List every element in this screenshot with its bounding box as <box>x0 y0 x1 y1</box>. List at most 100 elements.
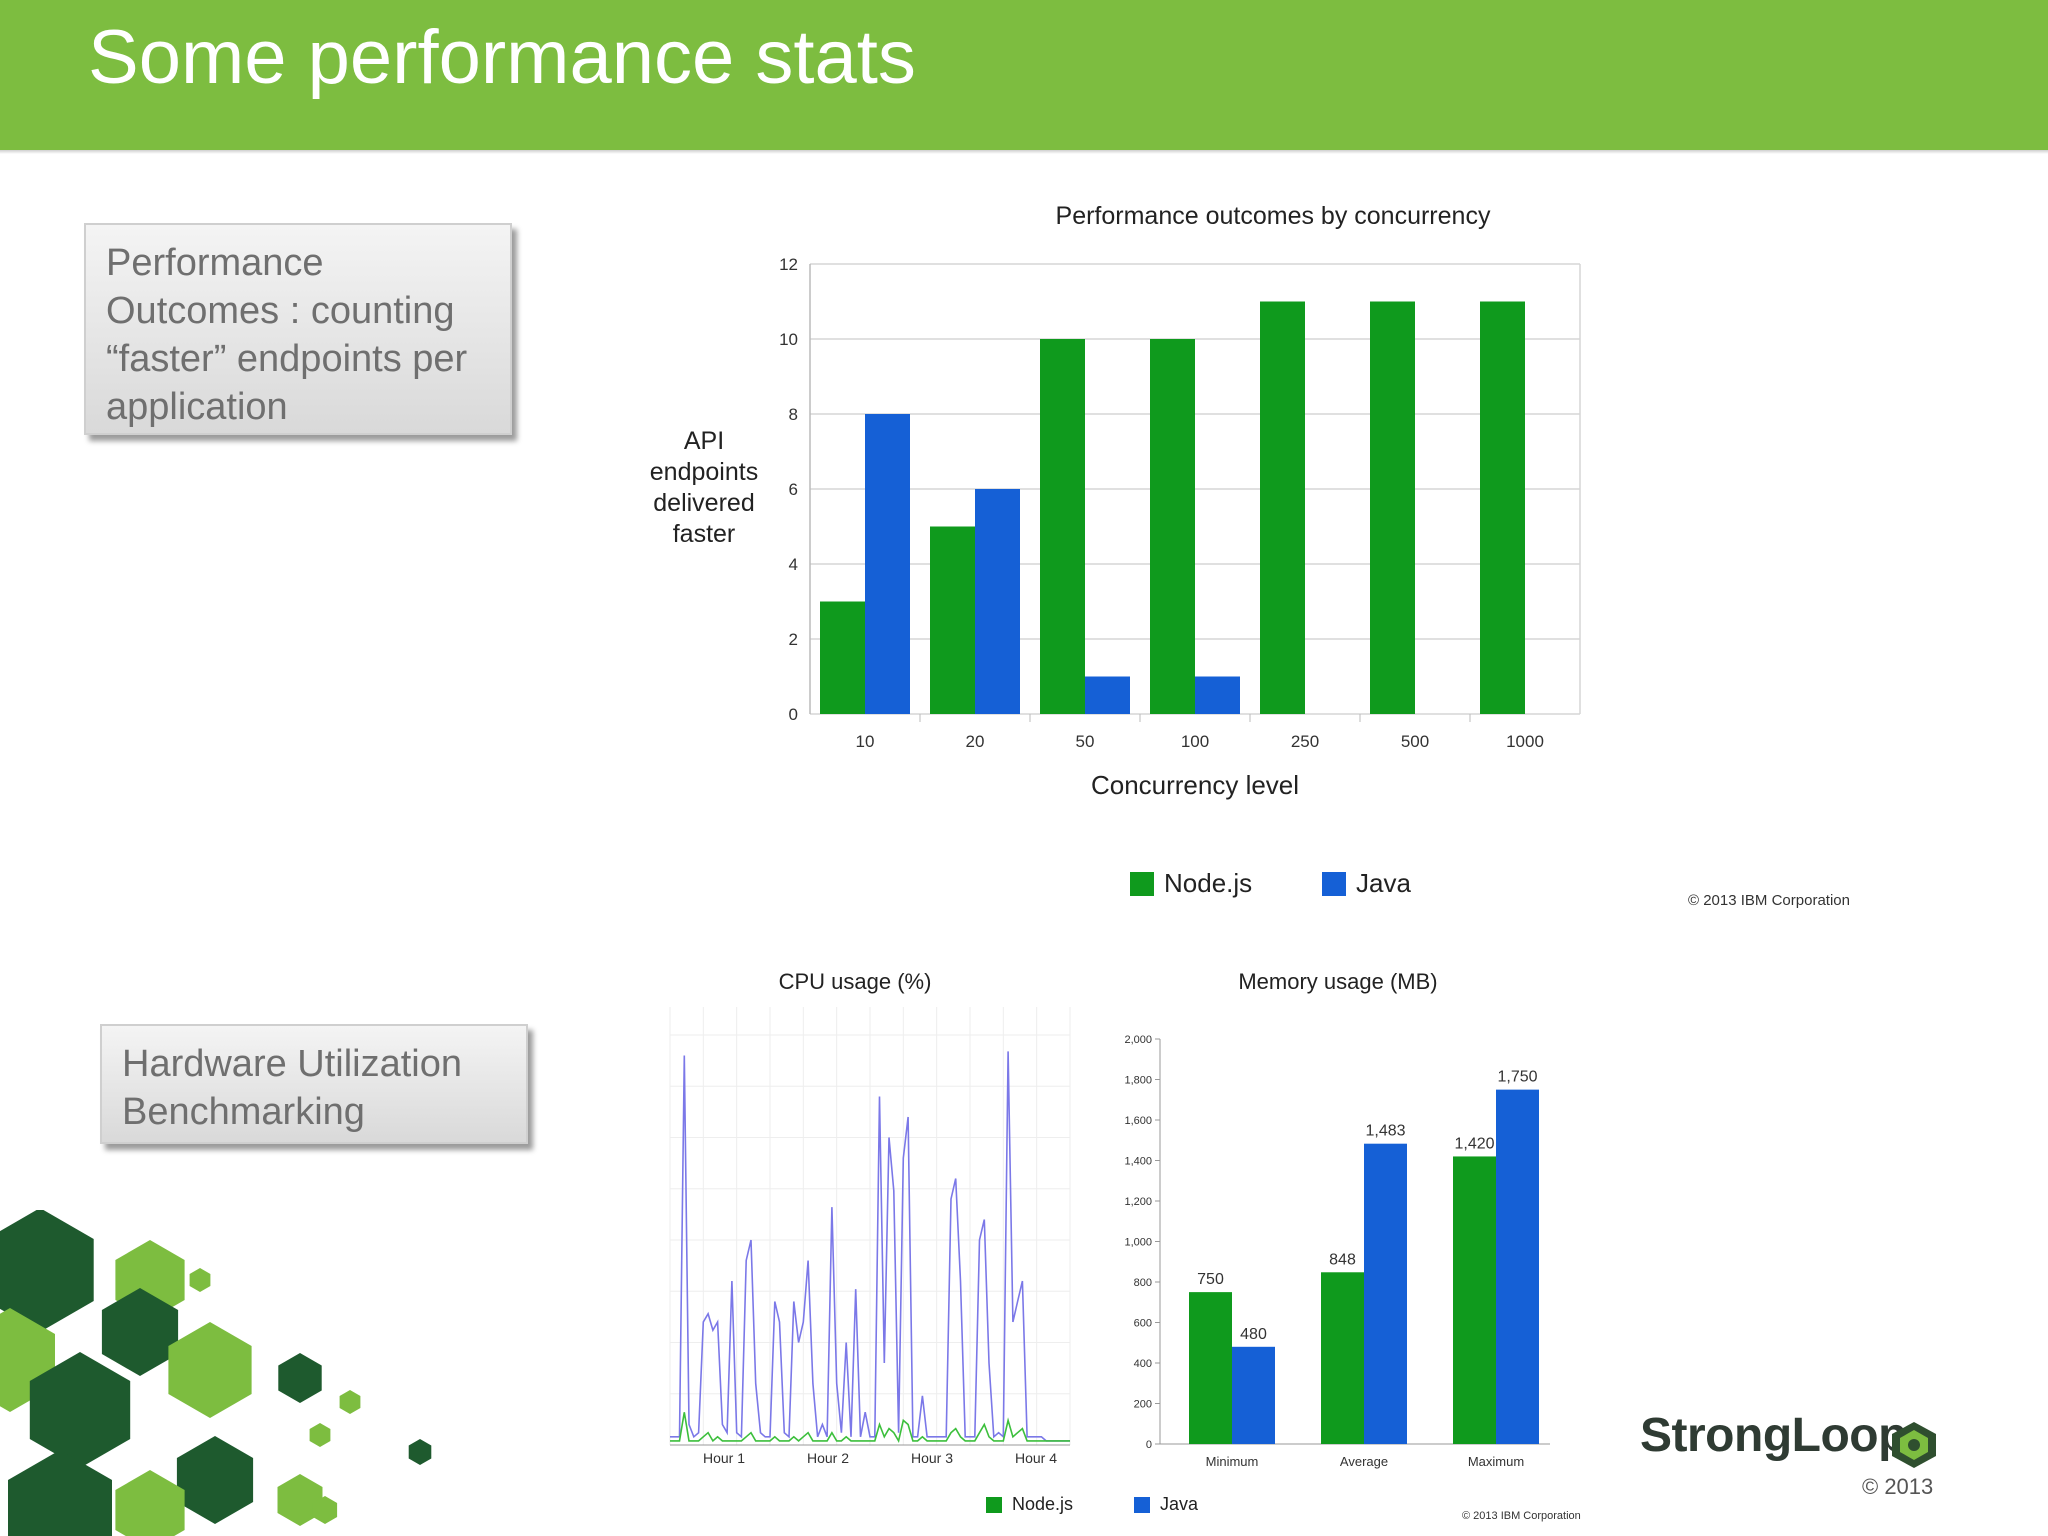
y-tick-label: 400 <box>1134 1358 1152 1370</box>
y-tick-label: 2,000 <box>1124 1034 1152 1046</box>
x-tick-label: Hour 1 <box>703 1450 745 1466</box>
x-tick-label: Maximum <box>1468 1454 1524 1469</box>
bar-nodejs-minimum <box>1189 1292 1232 1444</box>
bar-java-50 <box>1085 676 1130 714</box>
bar-nodejs-average <box>1321 1272 1364 1444</box>
x-tick-label: Hour 2 <box>807 1450 849 1466</box>
brand-year: © 2013 <box>1862 1474 1934 1499</box>
callout-line: Performance <box>106 242 324 284</box>
y-tick-label: 200 <box>1134 1399 1152 1411</box>
data-label: 1,483 <box>1365 1123 1405 1140</box>
y-tick-label: 1,200 <box>1124 1196 1152 1208</box>
y-tick-label: 1,600 <box>1124 1115 1152 1127</box>
cpu-line-java <box>670 1051 1070 1442</box>
hexagon-decoration <box>277 1474 323 1526</box>
x-tick-label: 1000 <box>1506 732 1544 751</box>
x-tick-label: 10 <box>856 732 875 751</box>
x-tick-label: 500 <box>1401 732 1429 751</box>
title-bar: Some performance stats <box>0 0 2048 150</box>
cpu-line-nodejs <box>670 1412 1070 1444</box>
data-label: 848 <box>1329 1251 1356 1268</box>
strongloop-logo-icon <box>1892 1422 1936 1468</box>
strongloop-logo-text: StrongLoop <box>1640 1409 1907 1462</box>
legend-label: Java <box>1160 1494 1199 1514</box>
callout-line: Hardware Utilization <box>122 1043 463 1085</box>
bar-nodejs-1000 <box>1480 301 1525 714</box>
y-tick-label: 600 <box>1134 1318 1152 1330</box>
x-tick-label: 20 <box>966 732 985 751</box>
bar-nodejs-10 <box>820 601 865 714</box>
hardware-utilization-callout: Hardware Utilization Benchmarking <box>100 1024 528 1144</box>
x-tick-label: Average <box>1340 1454 1388 1469</box>
legend-nodejs: Node.js <box>1130 868 1252 899</box>
x-tick-label: Hour 3 <box>911 1450 953 1466</box>
cpu-legend-java: Java <box>1134 1494 1198 1515</box>
hexagon-decoration <box>176 1436 254 1524</box>
y-tick-label: 800 <box>1134 1277 1152 1289</box>
legend-label: Node.js <box>1012 1494 1074 1514</box>
callout-line: Outcomes : counting <box>106 290 455 332</box>
callout-line: Benchmarking <box>122 1091 365 1133</box>
hexagon-decoration <box>408 1439 432 1465</box>
y-tick-label: 1,000 <box>1124 1237 1152 1249</box>
hexagon-decoration <box>339 1390 361 1414</box>
bar-nodejs-500 <box>1370 301 1415 714</box>
x-axis-label: Concurrency level <box>1091 770 1299 800</box>
y-tick-label: 1,800 <box>1124 1075 1152 1087</box>
hexagon-decoration <box>189 1268 211 1292</box>
hexagon-decoration <box>29 1352 131 1468</box>
bar-java-20 <box>975 489 1020 714</box>
bar-nodejs-50 <box>1040 339 1085 714</box>
y-tick-label: 4 <box>789 555 798 574</box>
memory-chart-copyright: © 2013 IBM Corporation <box>1462 1510 1581 1522</box>
y-tick-label: 1,400 <box>1124 1156 1152 1168</box>
bar-nodejs-20 <box>930 526 975 714</box>
bar-java-10 <box>865 414 910 714</box>
hexagon-decoration <box>101 1288 179 1376</box>
legend-label: Node.js <box>1164 868 1253 898</box>
slide-title: Some performance stats <box>88 15 916 100</box>
bar-java-minimum <box>1232 1346 1275 1444</box>
decorative-hexagons <box>0 1210 432 1536</box>
cpu-usage-chart: CPU usage (%) Hour 1 Hour 2 Hour 3 Hour 4 <box>669 969 1071 1466</box>
legend-swatch-java <box>1322 871 1346 896</box>
chart-title: CPU usage (%) <box>779 969 932 994</box>
hexagon-decoration <box>8 1450 112 1536</box>
hexagon-decoration <box>115 1470 185 1536</box>
hexagon-decoration <box>0 1210 94 1332</box>
cpu-legend-nodejs: Node.js <box>986 1494 1073 1515</box>
y-tick-label: 12 <box>779 255 798 274</box>
bar-nodejs-100 <box>1150 339 1195 714</box>
bar-java-100 <box>1195 676 1240 714</box>
performance-chart: Performance outcomes by concurrency 0 2 4 6 8… <box>650 202 1581 800</box>
y-tick-label: 10 <box>779 330 798 349</box>
hexagon-decoration <box>168 1322 252 1418</box>
y-tick-label: 0 <box>789 705 798 724</box>
chart-copyright: © 2013 IBM Corporation <box>1688 892 1850 909</box>
callout-line: “faster” endpoints per <box>106 338 468 380</box>
callout-line: application <box>106 386 288 428</box>
y-tick-label: 6 <box>789 480 798 499</box>
legend-swatch-java <box>1134 1496 1150 1513</box>
x-tick-label: 250 <box>1291 732 1319 751</box>
y-tick-label: 0 <box>1146 1439 1152 1451</box>
x-tick-label: Hour 4 <box>1015 1450 1057 1466</box>
data-label: 750 <box>1197 1271 1224 1288</box>
hexagon-decoration <box>312 1496 338 1524</box>
performance-outcomes-callout: Performance Outcomes : counting “faster”… <box>84 223 512 435</box>
legend-java: Java <box>1322 868 1411 899</box>
title-bar-shadow <box>0 150 2048 154</box>
x-tick-label: 50 <box>1076 732 1095 751</box>
x-tick-label: 100 <box>1181 732 1209 751</box>
data-label: 1,420 <box>1454 1135 1494 1152</box>
memory-usage-chart: Memory usage (MB) 0 200 400 600 800 1,000 1,200… <box>1124 969 1550 1469</box>
y-tick-label: 2 <box>789 630 798 649</box>
bar-java-maximum <box>1496 1089 1539 1444</box>
legend-label: Java <box>1356 868 1411 898</box>
y-tick-label: 8 <box>789 405 798 424</box>
data-label: 480 <box>1240 1326 1267 1343</box>
hexagon-decoration <box>309 1423 331 1447</box>
chart-title: Performance outcomes by concurrency <box>1056 202 1491 230</box>
legend-swatch-nodejs <box>1130 871 1154 896</box>
hexagon-decoration <box>278 1353 322 1403</box>
